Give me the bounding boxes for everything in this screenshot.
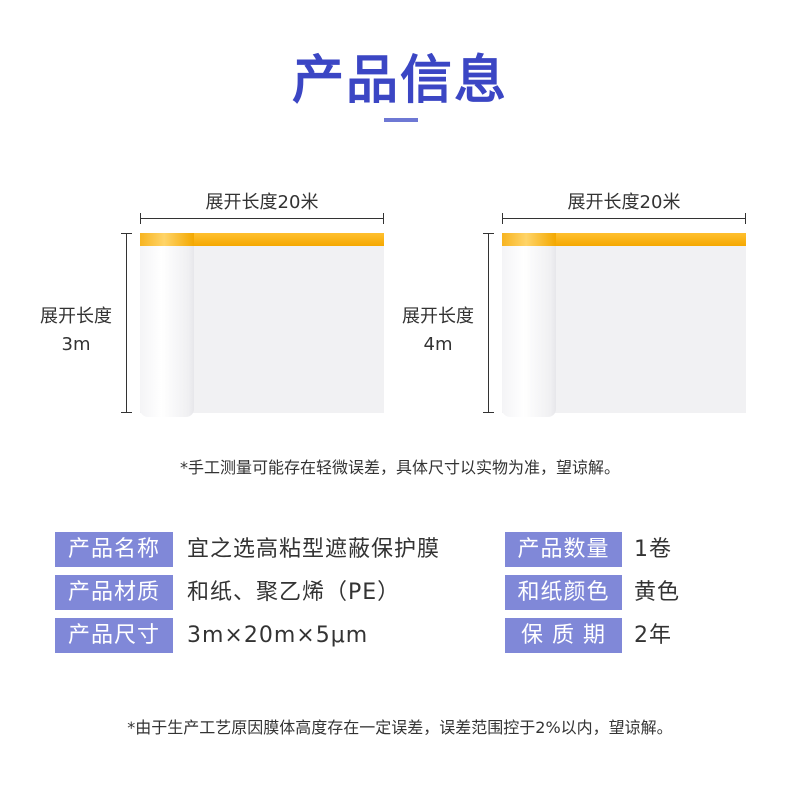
height-dimension-line-2 bbox=[483, 233, 494, 413]
yellow-tape-2 bbox=[502, 233, 746, 246]
roll-tape-1 bbox=[140, 233, 194, 246]
height-label-1b: 3m bbox=[61, 334, 91, 355]
spec-key-material: 产品材质 bbox=[55, 575, 173, 610]
spec-value-size: 3m×20m×5μm bbox=[187, 623, 369, 648]
roll-tape-2 bbox=[502, 233, 556, 246]
height-label-2a: 展开长度 bbox=[402, 306, 474, 327]
spec-key-quantity: 产品数量 bbox=[505, 532, 622, 567]
height-label-1a: 展开长度 bbox=[40, 306, 112, 327]
height-dimension-line-1 bbox=[121, 233, 132, 413]
tolerance-note: *由于生产工艺原因膜体高度存在一定误差，误差范围控于2%以内，望谅解。 bbox=[127, 718, 673, 737]
film-roll-2 bbox=[502, 233, 556, 417]
spec-key-size: 产品尺寸 bbox=[55, 618, 173, 653]
yellow-tape-1 bbox=[140, 233, 384, 246]
title-underline bbox=[384, 118, 418, 122]
spec-value-shelf-life: 2年 bbox=[634, 623, 672, 648]
spec-value-name: 宜之选高粘型遮蔽保护膜 bbox=[187, 537, 441, 562]
spec-value-material: 和纸、聚乙烯（PE） bbox=[187, 580, 401, 605]
measurement-note: *手工测量可能存在轻微误差，具体尺寸以实物为准，望谅解。 bbox=[179, 458, 620, 477]
width-label-2: 展开长度20米 bbox=[567, 192, 681, 213]
spec-key-name: 产品名称 bbox=[55, 532, 173, 567]
width-dimension-line-2 bbox=[502, 213, 746, 224]
spec-key-color: 和纸颜色 bbox=[505, 575, 622, 610]
page-title: 产品信息 bbox=[291, 51, 508, 111]
spec-value-color: 黄色 bbox=[634, 580, 681, 605]
width-dimension-line-1 bbox=[140, 213, 384, 224]
spec-key-shelf-life: 保 质 期 bbox=[505, 618, 622, 653]
height-label-2b: 4m bbox=[423, 334, 453, 355]
width-label-1: 展开长度20米 bbox=[205, 192, 319, 213]
spec-value-quantity: 1卷 bbox=[634, 537, 672, 562]
film-roll-1 bbox=[140, 233, 194, 417]
